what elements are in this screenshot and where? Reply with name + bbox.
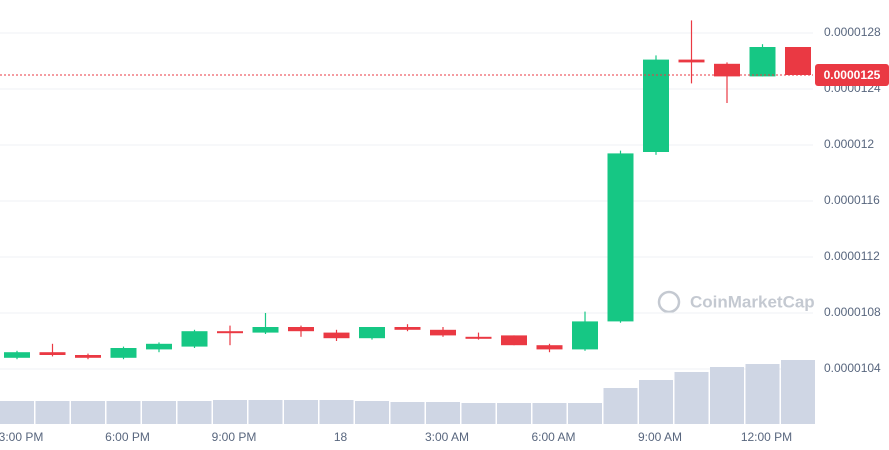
candle-body: [465, 336, 492, 339]
candle-body: [288, 327, 314, 332]
x-tick-label: 9:00 PM: [212, 430, 257, 444]
candle-body: [323, 332, 350, 339]
current-price-box: [815, 64, 889, 86]
volume-bar: [745, 364, 780, 424]
y-tick-label: 0.0000104: [824, 361, 881, 375]
volume-bar: [603, 388, 638, 424]
volume-bar: [248, 400, 283, 424]
x-tick-label: 6:00 PM: [105, 430, 150, 444]
candle-body: [430, 329, 456, 336]
volume-bar: [461, 403, 496, 424]
candle-body: [749, 47, 776, 77]
candle-body: [181, 331, 208, 347]
watermark-logo: [657, 290, 681, 314]
current-price-label: 0.0000125: [824, 68, 881, 82]
candle-body: [785, 47, 811, 75]
volume-bar: [142, 401, 176, 424]
volume-bar: [568, 403, 602, 424]
volume-bar: [639, 380, 673, 424]
volume-bar: [532, 403, 567, 424]
y-tick-label: 0.0000128: [824, 25, 881, 39]
volume-bar: [284, 400, 318, 424]
candle-body: [4, 352, 30, 358]
volume-bar: [390, 402, 425, 424]
x-tick-label: 9:00 AM: [638, 430, 682, 444]
candle-body: [714, 63, 740, 77]
x-tick-label: 3:00 PM: [0, 430, 43, 444]
volume-bar: [426, 402, 460, 424]
watermark-text: CoinMarketCap: [690, 292, 815, 311]
candle-body: [394, 327, 421, 330]
x-tick-label: 12:00 PM: [741, 430, 792, 444]
candle-body: [643, 59, 669, 152]
volume-bar: [319, 400, 354, 424]
y-tick-label: 0.0000108: [824, 305, 881, 319]
candle-body: [572, 321, 598, 350]
volume-bar: [213, 400, 247, 424]
candle-body: [146, 343, 172, 350]
candle-body: [217, 331, 243, 334]
candle-body: [75, 355, 101, 358]
y-tick-label: 0.0000112: [824, 249, 880, 263]
candle-body: [39, 352, 66, 355]
volume-bar: [674, 372, 709, 424]
candle-body: [359, 327, 385, 339]
y-tick-label: 0.000012: [824, 137, 874, 151]
candle-body: [607, 153, 634, 322]
candle-body: [110, 348, 137, 358]
watermark: CoinMarketCap: [657, 290, 815, 314]
volume-bar: [106, 401, 141, 424]
candle-body: [536, 345, 563, 350]
volume-bar: [71, 401, 105, 424]
volume-bar: [781, 360, 815, 424]
candle-body: [501, 335, 527, 346]
x-tick-label: 18: [334, 430, 348, 444]
y-tick-label: 0.0000116: [824, 193, 880, 207]
volume-bar: [177, 401, 212, 424]
candle-body: [678, 59, 705, 63]
volume-bar: [355, 401, 389, 424]
x-tick-label: 6:00 AM: [531, 430, 575, 444]
volume-bar: [0, 401, 34, 424]
volume-bar: [710, 367, 744, 424]
candle-body: [252, 327, 279, 333]
volume-bar: [497, 403, 531, 424]
volume-bar: [35, 401, 70, 424]
x-tick-label: 3:00 AM: [425, 430, 469, 444]
